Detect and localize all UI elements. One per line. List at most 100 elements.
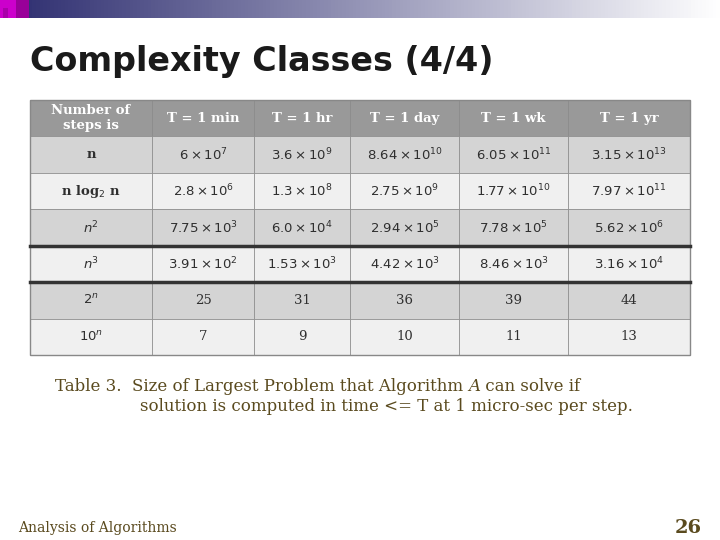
Bar (254, 319, 350, 355)
Bar (432, 0, 436, 18)
Bar (194, 0, 199, 18)
Bar (30, 100, 690, 355)
Bar (568, 100, 690, 137)
Bar (526, 0, 530, 18)
Bar (612, 0, 616, 18)
Bar (299, 0, 303, 18)
Text: 25: 25 (195, 294, 212, 307)
Bar (40, 0, 44, 18)
Bar (350, 173, 459, 210)
Bar (254, 100, 350, 137)
Bar (644, 0, 649, 18)
Bar (583, 0, 588, 18)
Bar (652, 0, 656, 18)
Bar (18, 0, 22, 18)
Bar (152, 282, 254, 319)
Text: A: A (469, 378, 480, 395)
Bar (350, 210, 459, 246)
Bar (554, 0, 559, 18)
Bar (11, 0, 15, 18)
Bar (331, 0, 336, 18)
Bar (459, 319, 568, 355)
Bar (670, 0, 674, 18)
Bar (306, 0, 310, 18)
Bar (482, 0, 487, 18)
Bar (677, 0, 681, 18)
Bar (43, 0, 48, 18)
Bar (320, 0, 325, 18)
Text: 13: 13 (621, 330, 637, 343)
Text: n: n (86, 148, 96, 161)
Bar (0, 0, 8, 8)
Bar (0, 8, 8, 18)
Bar (706, 0, 710, 18)
Bar (176, 0, 181, 18)
Bar (454, 0, 458, 18)
Bar (403, 0, 408, 18)
Bar (459, 282, 568, 319)
Bar (459, 100, 568, 137)
Bar (459, 173, 568, 210)
Bar (346, 0, 350, 18)
Bar (568, 246, 690, 282)
Bar (104, 0, 109, 18)
Bar (350, 282, 459, 319)
Bar (140, 0, 145, 18)
Text: 39: 39 (505, 294, 522, 307)
Bar (374, 0, 379, 18)
Bar (688, 0, 692, 18)
Bar (4, 0, 8, 18)
Bar (518, 0, 523, 18)
Bar (230, 0, 235, 18)
Bar (295, 0, 300, 18)
Bar (428, 0, 433, 18)
Bar (544, 0, 548, 18)
Text: Complexity Classes (4/4): Complexity Classes (4/4) (30, 45, 493, 78)
Bar (493, 0, 498, 18)
Bar (266, 0, 271, 18)
Text: $n^3$: $n^3$ (83, 255, 99, 272)
Bar (313, 0, 318, 18)
Bar (241, 0, 246, 18)
Bar (338, 0, 343, 18)
Bar (486, 0, 490, 18)
Bar (252, 0, 256, 18)
Bar (152, 100, 254, 137)
Bar (558, 0, 562, 18)
Bar (29, 0, 33, 18)
Bar (568, 173, 690, 210)
Bar (270, 0, 274, 18)
Bar (317, 0, 321, 18)
Bar (144, 0, 148, 18)
Bar (76, 0, 80, 18)
Bar (350, 246, 459, 282)
Bar (662, 0, 667, 18)
Bar (68, 0, 73, 18)
Bar (459, 246, 568, 282)
Text: $3.16 \times 10^{4}$: $3.16 \times 10^{4}$ (594, 255, 664, 272)
Text: Table 3.  Size of Largest Problem that Algorithm: Table 3. Size of Largest Problem that Al… (55, 378, 469, 395)
Bar (288, 0, 292, 18)
Bar (187, 0, 192, 18)
Bar (396, 0, 400, 18)
Bar (436, 0, 440, 18)
Bar (61, 0, 66, 18)
Bar (342, 0, 346, 18)
Bar (536, 0, 541, 18)
Bar (459, 137, 568, 173)
Bar (191, 0, 195, 18)
Bar (155, 0, 159, 18)
Bar (580, 0, 584, 18)
Bar (202, 0, 206, 18)
Bar (562, 0, 566, 18)
Bar (568, 137, 690, 173)
Bar (0, 0, 4, 18)
Bar (472, 0, 476, 18)
Bar (349, 0, 354, 18)
Bar (245, 0, 249, 18)
Bar (594, 0, 598, 18)
Bar (324, 0, 328, 18)
Bar (522, 0, 526, 18)
Bar (619, 0, 624, 18)
Bar (364, 0, 368, 18)
